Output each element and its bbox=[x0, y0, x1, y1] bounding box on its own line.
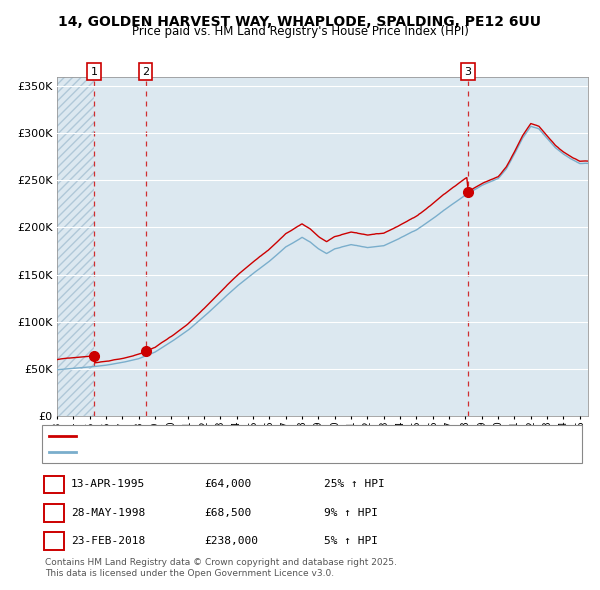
Text: 3: 3 bbox=[50, 536, 58, 546]
Text: 14, GOLDEN HARVEST WAY, WHAPLODE, SPALDING, PE12 6UU: 14, GOLDEN HARVEST WAY, WHAPLODE, SPALDI… bbox=[59, 15, 542, 29]
Text: 13-APR-1995: 13-APR-1995 bbox=[71, 480, 145, 489]
Text: £68,500: £68,500 bbox=[204, 508, 251, 517]
Text: 2: 2 bbox=[50, 508, 58, 517]
Text: 1: 1 bbox=[91, 67, 98, 77]
Text: 23-FEB-2018: 23-FEB-2018 bbox=[71, 536, 145, 546]
Text: 1: 1 bbox=[50, 480, 58, 489]
Text: HPI: Average price, detached house, South Holland: HPI: Average price, detached house, Sout… bbox=[83, 447, 350, 457]
Text: 3: 3 bbox=[464, 67, 472, 77]
Text: Contains HM Land Registry data © Crown copyright and database right 2025.
This d: Contains HM Land Registry data © Crown c… bbox=[45, 558, 397, 578]
Text: 25% ↑ HPI: 25% ↑ HPI bbox=[324, 480, 385, 489]
Text: £238,000: £238,000 bbox=[204, 536, 258, 546]
Text: 14, GOLDEN HARVEST WAY, WHAPLODE, SPALDING, PE12 6UU (detached house): 14, GOLDEN HARVEST WAY, WHAPLODE, SPALDI… bbox=[83, 431, 502, 441]
Bar bbox=[57, 77, 94, 416]
Text: 5% ↑ HPI: 5% ↑ HPI bbox=[324, 536, 378, 546]
Text: 9% ↑ HPI: 9% ↑ HPI bbox=[324, 508, 378, 517]
Text: 2: 2 bbox=[142, 67, 149, 77]
Text: 28-MAY-1998: 28-MAY-1998 bbox=[71, 508, 145, 517]
Text: Price paid vs. HM Land Registry's House Price Index (HPI): Price paid vs. HM Land Registry's House … bbox=[131, 25, 469, 38]
Text: £64,000: £64,000 bbox=[204, 480, 251, 489]
